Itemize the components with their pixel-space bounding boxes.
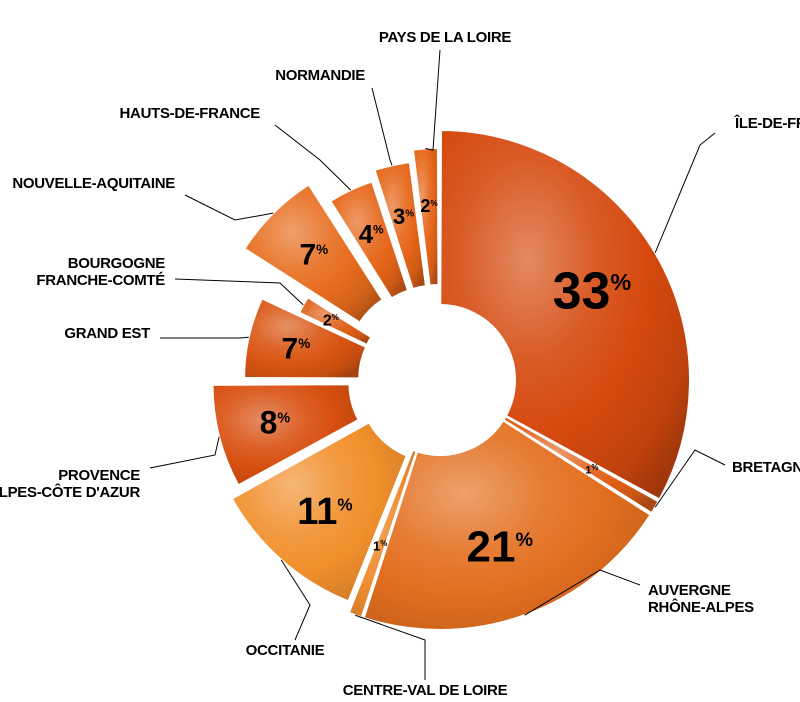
leader-pays-de-la-loire xyxy=(425,50,440,150)
label-provence-alpes-cote-dazur: PROVENCEALPES-CÔTE D'AZUR xyxy=(0,467,140,501)
label-auvergne-rhone-alpes: AUVERGNERHÔNE-ALPES xyxy=(648,582,754,616)
leader-hauts-de-france xyxy=(275,125,351,190)
label-ile-de-france: ÎLE-DE-FRANCE xyxy=(734,114,800,132)
leader-ile-de-france xyxy=(655,133,715,253)
leader-provence-alpes-cote-dazur xyxy=(150,437,219,468)
label-pays-de-la-loire: PAYS DE LA LOIRE xyxy=(379,29,511,46)
label-grand-est: GRAND EST xyxy=(64,325,150,342)
label-normandie: NORMANDIE xyxy=(275,67,365,84)
leader-grand-est xyxy=(160,337,249,338)
label-nouvelle-aquitaine: NOUVELLE-AQUITAINE xyxy=(12,175,175,192)
label-bretagne: BRETAGNE xyxy=(732,459,800,476)
leader-nouvelle-aquitaine xyxy=(185,195,273,220)
leader-normandie xyxy=(372,88,392,165)
regional-donut-chart: 33%ÎLE-DE-FRANCE1%BRETAGNE21%AUVERGNERHÔ… xyxy=(0,0,800,702)
leader-bourgogne-franche-comte xyxy=(175,279,303,305)
label-centre-val-de-loire: CENTRE-VAL DE LOIRE xyxy=(343,682,508,699)
label-bourgogne-franche-comte: BOURGOGNEFRANCHE-COMTÉ xyxy=(36,255,165,289)
label-occitanie: OCCITANIE xyxy=(246,642,325,659)
donut-hole xyxy=(366,306,514,454)
label-hauts-de-france: HAUTS-DE-FRANCE xyxy=(120,105,261,122)
